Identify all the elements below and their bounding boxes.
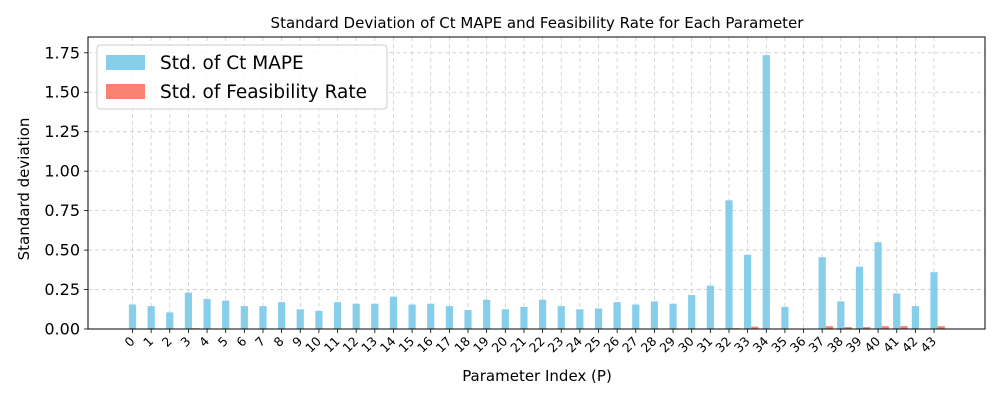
ct-mape-bar — [576, 309, 584, 329]
ct-mape-bar — [483, 299, 491, 329]
feasibility-bar — [844, 327, 852, 329]
x-tick-label: 1 — [140, 334, 156, 350]
ct-mape-bar — [557, 306, 565, 329]
ct-mape-bar — [725, 200, 733, 329]
legend-swatch — [106, 84, 145, 99]
ct-mape-bar — [371, 303, 379, 329]
ct-mape-bar — [445, 306, 453, 329]
y-tick-label: 0.50 — [44, 241, 80, 260]
ct-mape-bar — [315, 310, 323, 329]
ct-mape-bar — [911, 306, 919, 329]
x-tick-label: 5 — [215, 334, 231, 350]
ct-mape-bar — [352, 303, 360, 329]
x-tick-label: 9 — [289, 333, 305, 349]
ct-mape-bar — [762, 55, 770, 329]
ct-mape-bar — [874, 242, 882, 329]
ct-mape-bar — [818, 257, 826, 329]
x-axis-label: Parameter Index (P) — [462, 367, 612, 385]
x-tick-label: 6 — [233, 333, 249, 349]
feasibility-bar — [900, 326, 908, 329]
ct-mape-bar — [669, 303, 677, 329]
ct-mape-bar — [128, 304, 137, 329]
x-tick-label: 4 — [196, 333, 212, 349]
y-tick-label: 0.00 — [44, 320, 80, 339]
y-tick-label: 1.50 — [44, 83, 80, 102]
ct-mape-bar — [408, 304, 416, 329]
legend-label: Std. of Ct MAPE — [160, 53, 304, 74]
x-tick-label: 43 — [917, 334, 939, 356]
ct-mape-bar — [296, 309, 304, 329]
ct-mape-bar — [855, 266, 864, 329]
bars — [128, 55, 945, 329]
ct-mape-bar — [389, 296, 398, 329]
ct-mape-bar — [427, 303, 435, 329]
ct-mape-bar — [650, 301, 659, 329]
y-tick-label: 1.25 — [44, 122, 80, 141]
ct-mape-bar — [333, 302, 342, 329]
y-axis: 0.00 0.25 0.50 0.75 1.00 1.25 1.50 1.75 — [44, 43, 88, 339]
ct-mape-bar — [706, 285, 714, 329]
y-tick-label: 0.75 — [44, 201, 80, 220]
y-tick-label: 1.00 — [44, 162, 80, 181]
ct-mape-bar — [837, 301, 845, 329]
ct-mape-bar — [166, 312, 174, 329]
ct-mape-bar — [781, 306, 789, 329]
x-tick-label: 3 — [177, 334, 193, 350]
ct-mape-bar — [184, 292, 193, 329]
y-tick-label: 1.75 — [44, 43, 80, 62]
legend-label: Std. of Feasibility Rate — [160, 82, 367, 103]
ct-mape-bar — [278, 302, 286, 329]
ct-mape-bar — [464, 310, 472, 329]
chart-title: Standard Deviation of Ct MAPE and Feasib… — [271, 14, 805, 32]
x-tick-label: 7 — [252, 334, 268, 350]
legend-swatch — [106, 55, 145, 70]
feasibility-bar — [751, 326, 759, 329]
ct-mape-bar — [259, 306, 267, 329]
feasibility-bar — [937, 326, 945, 329]
ct-mape-bar — [240, 306, 248, 329]
feasibility-bar — [863, 327, 871, 329]
ct-mape-bar — [147, 306, 155, 329]
y-axis-label: Standard deviation — [15, 118, 33, 261]
ct-mape-bar — [520, 306, 528, 329]
ct-mape-bar — [632, 304, 640, 329]
x-tick-label: 2 — [159, 334, 175, 350]
feasibility-bar — [881, 326, 889, 329]
ct-mape-bar — [594, 308, 603, 329]
ct-mape-bar — [538, 299, 547, 329]
y-tick-label: 0.25 — [44, 280, 80, 299]
ct-mape-bar — [930, 272, 938, 329]
x-tick-label: 0 — [121, 333, 137, 349]
ct-mape-bar — [688, 295, 696, 329]
ct-mape-bar — [501, 309, 509, 329]
plot-frame — [87, 36, 986, 330]
ct-mape-bar — [613, 302, 621, 329]
legend: Std. of Ct MAPE Std. of Feasibility Rate — [96, 44, 388, 110]
ct-mape-bar — [893, 293, 901, 329]
ct-mape-bar — [222, 300, 230, 329]
ct-mape-bar — [203, 299, 211, 329]
legend-box — [96, 44, 388, 110]
x-tick-label: 8 — [271, 333, 287, 349]
ct-mape-bar — [744, 254, 752, 329]
x-axis: 0 1 2 3 4 5 6 7 8 9101112131415161718192021222324… — [121, 329, 939, 355]
feasibility-bar — [825, 326, 833, 329]
